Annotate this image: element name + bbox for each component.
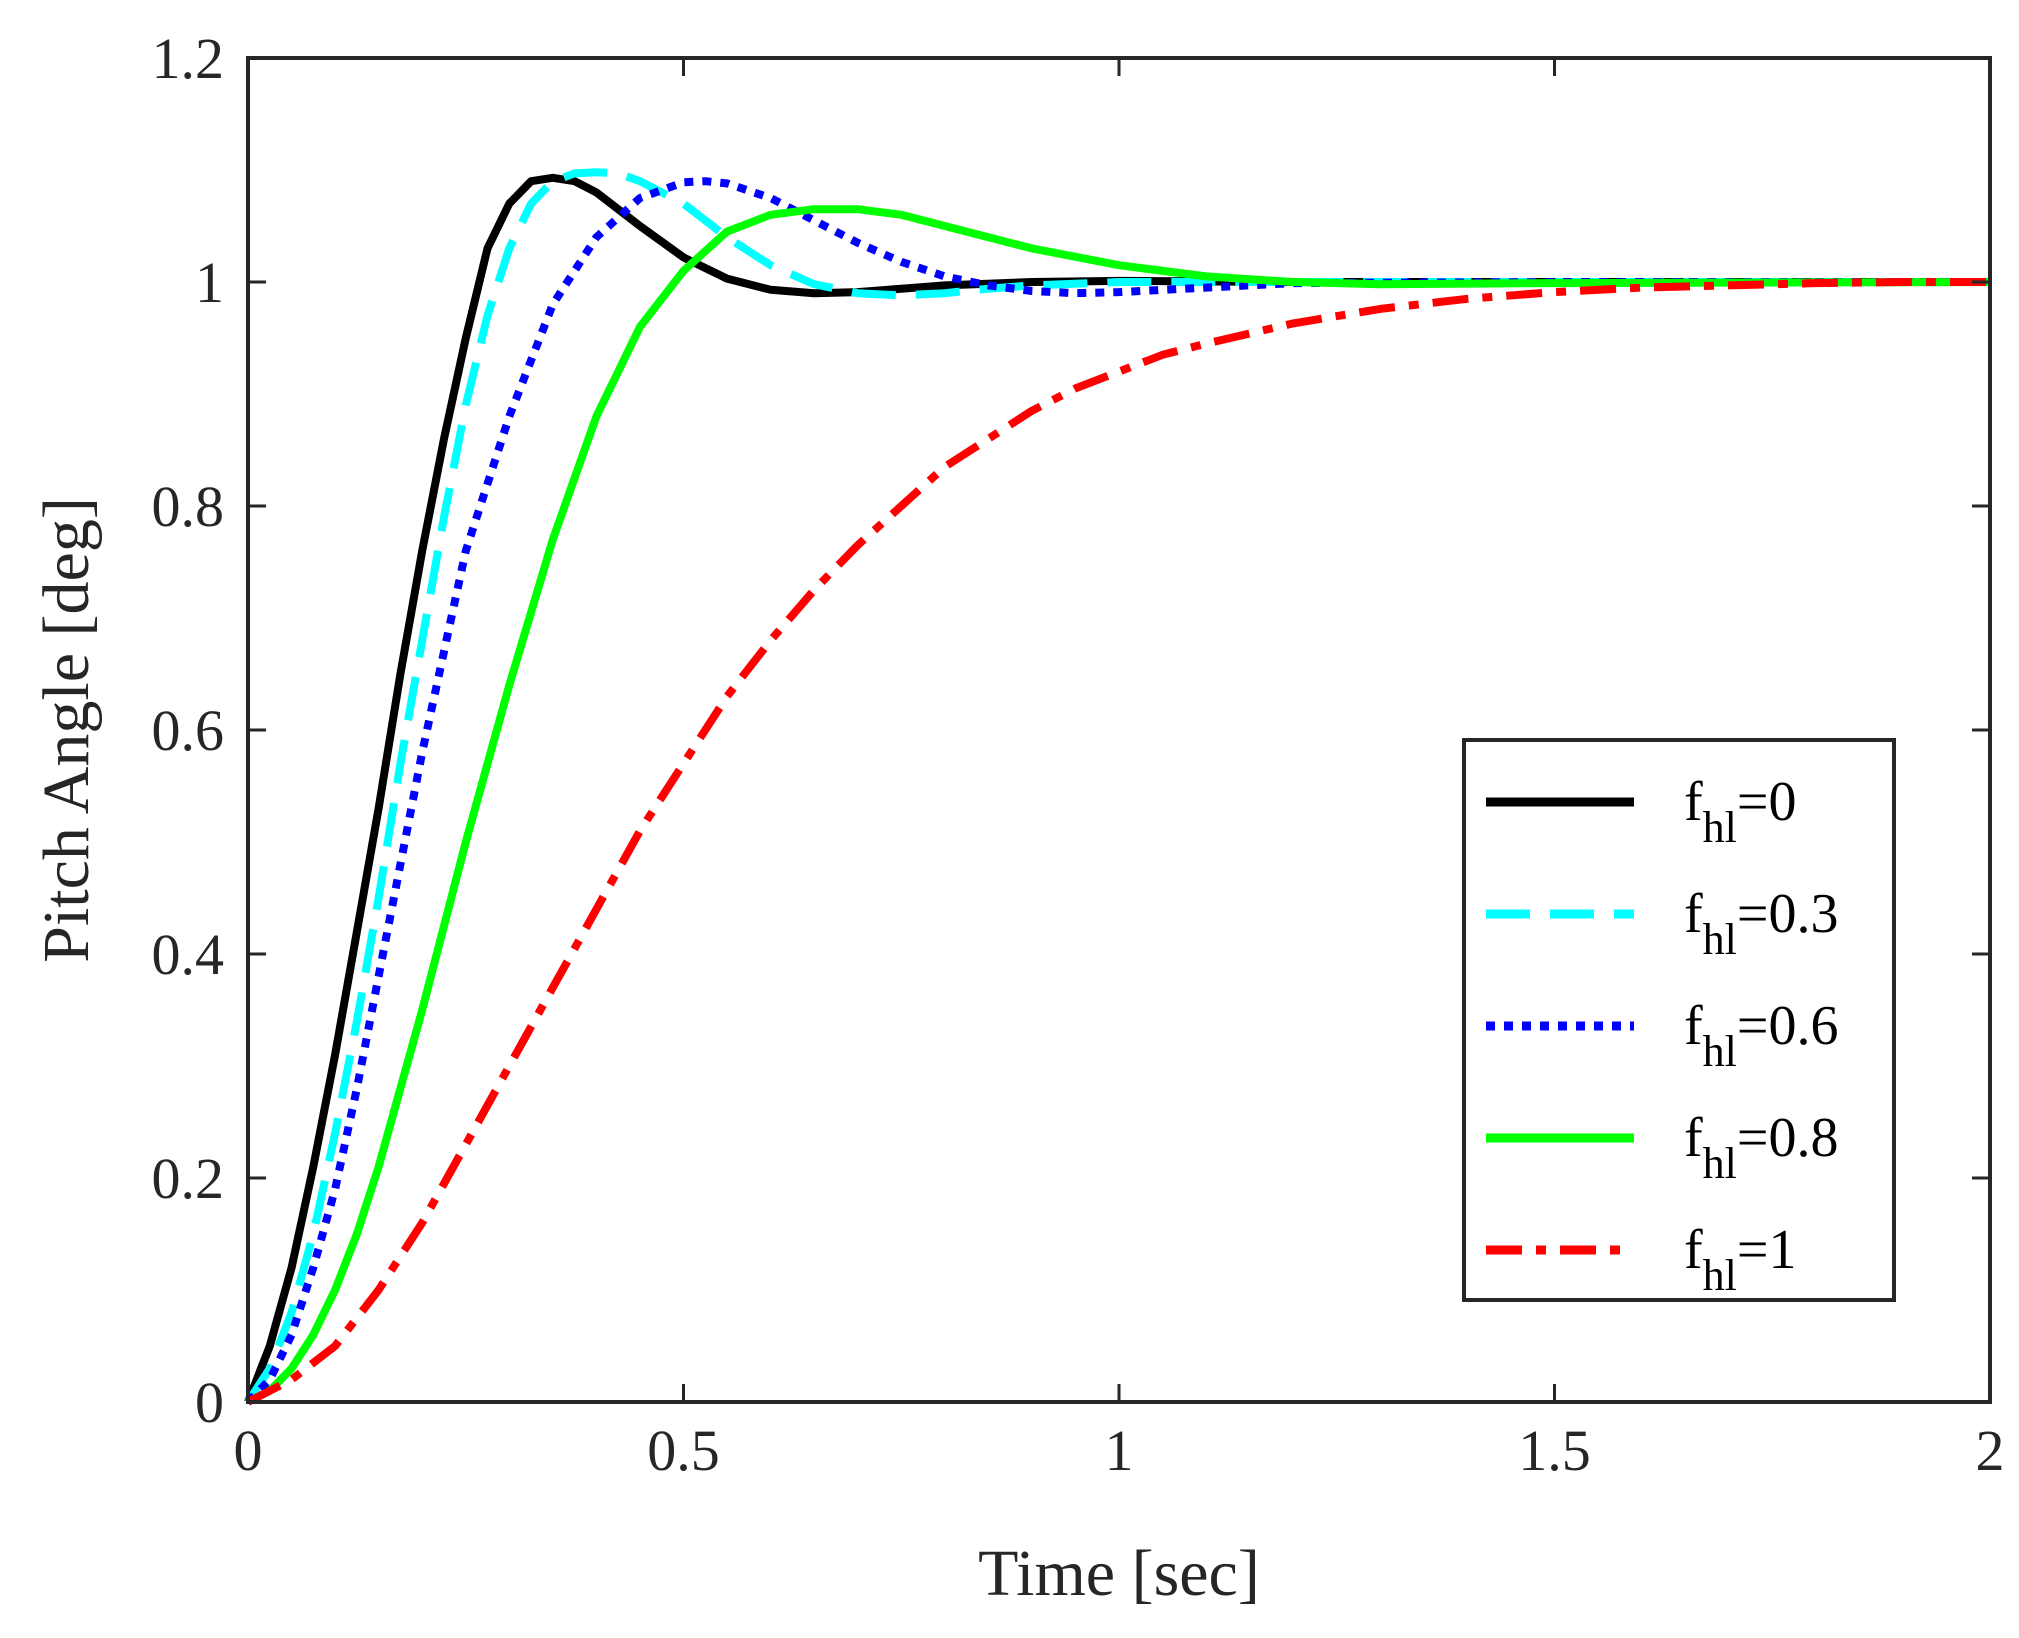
y-tick-label: 0.4	[152, 922, 225, 987]
x-tick-label: 1.5	[1518, 1418, 1591, 1483]
y-tick-label: 0	[195, 1370, 224, 1435]
legend-label-1: fhl=0.3	[1684, 883, 1838, 964]
series-line-4	[246, 278, 1990, 1406]
y-axis-label: Pitch Angle [deg]	[30, 497, 103, 963]
legend: fhl=0 fhl=0.3 fhl=0.6 fhl=0.8 fhl=1	[1462, 738, 1896, 1302]
x-tick-label: 1	[1105, 1418, 1134, 1483]
legend-label-0: fhl=0	[1684, 771, 1796, 852]
legend-box	[1462, 738, 1896, 1302]
plot-frame	[246, 56, 1992, 1404]
legend-label-3: fhl=0.8	[1684, 1107, 1838, 1188]
x-axis-label: Time [sec]	[978, 1537, 1260, 1610]
series-layer	[244, 168, 1991, 1406]
y-tick-label: 0.2	[152, 1146, 225, 1211]
y-tick-label: 1.2	[152, 26, 225, 91]
ticks-layer: 0 0.5 1 1.5 2 0 0.2 0.4 0.6 0.8 1 1.2	[152, 26, 2005, 1483]
x-tick-label: 0.5	[647, 1418, 720, 1483]
legend-label-2: fhl=0.6	[1684, 995, 1838, 1076]
series-line-3	[246, 205, 1991, 1406]
y-tick-label: 0.6	[152, 698, 225, 763]
y-tick-label: 0.8	[152, 474, 225, 539]
y-tick-label: 1	[195, 250, 224, 315]
x-tick-label: 2	[1976, 1418, 2005, 1483]
legend-label-4: fhl=1	[1684, 1219, 1796, 1300]
x-tick-label: 0	[234, 1418, 263, 1483]
series-line-0	[244, 173, 1990, 1404]
series-line-1	[244, 168, 1990, 1405]
